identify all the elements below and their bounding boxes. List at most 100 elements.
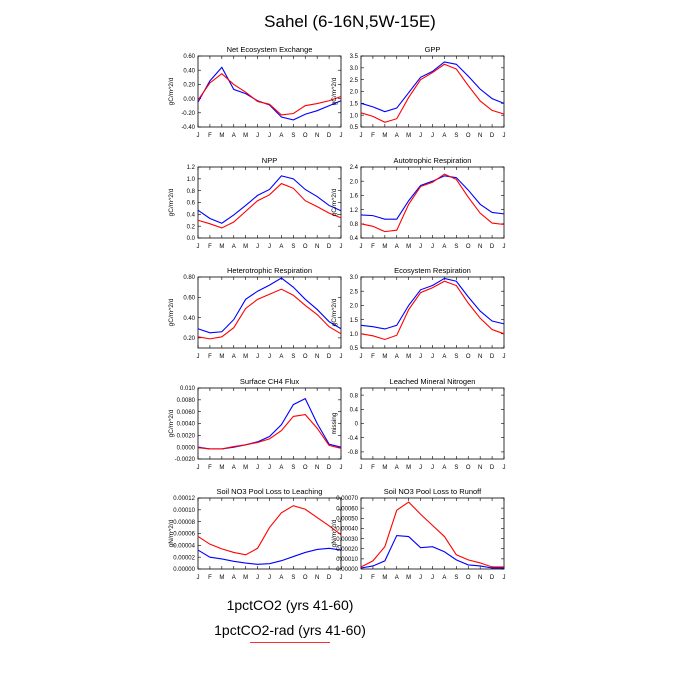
x-tick-label: M <box>406 575 411 581</box>
x-tick-label: D <box>327 575 332 581</box>
x-tick-label: M <box>382 244 387 250</box>
x-tick-label: S <box>291 354 295 360</box>
x-tick-label: M <box>219 465 224 471</box>
x-tick-label: M <box>243 133 248 139</box>
x-tick-label: D <box>490 133 495 139</box>
x-tick-label: A <box>442 575 446 581</box>
x-tick-label: J <box>340 244 343 250</box>
x-tick-label: O <box>466 575 471 581</box>
y-tick-label: -0.4 <box>348 436 359 442</box>
y-tick-label: 0.20 <box>183 83 195 89</box>
y-tick-label: 0.60 <box>183 54 195 60</box>
x-tick-label: F <box>371 133 375 139</box>
panel-title: GPP <box>425 45 441 54</box>
x-tick-label: A <box>279 133 283 139</box>
y-tick-label: 2.5 <box>350 78 359 84</box>
x-tick-label: J <box>360 133 363 139</box>
x-tick-label: F <box>371 465 375 471</box>
x-tick-label: S <box>454 354 458 360</box>
x-tick-label: J <box>360 465 363 471</box>
panel-3: NPP gC/m^2/d 0.0 0.2 0.4 0.6 0.8 1.0 1.2 J F M A M J J A… <box>168 156 343 250</box>
x-tick-label: J <box>256 244 259 250</box>
y-tick-label: 0.00040 <box>336 527 358 533</box>
x-tick-label: A <box>442 244 446 250</box>
y-axis-label: gN/m^2/d <box>168 519 175 547</box>
y-tick-label: 0.60 <box>183 295 195 301</box>
x-tick-label: O <box>303 244 308 250</box>
series-line-2 <box>360 280 505 341</box>
y-tick-label: 0.00 <box>183 97 195 103</box>
x-tick-label: F <box>371 354 375 360</box>
x-tick-label: J <box>431 354 434 360</box>
x-tick-label: N <box>315 354 319 360</box>
y-tick-label: 0.010 <box>180 386 196 392</box>
x-tick-label: N <box>478 465 482 471</box>
x-tick-label: J <box>503 133 506 139</box>
y-tick-label: 1.5 <box>350 318 359 324</box>
x-tick-label: O <box>466 465 471 471</box>
x-tick-label: J <box>419 354 422 360</box>
x-tick-label: J <box>256 133 259 139</box>
x-tick-label: S <box>454 133 458 139</box>
x-tick-label: A <box>442 133 446 139</box>
x-tick-label: J <box>197 354 200 360</box>
x-tick-label: S <box>291 465 295 471</box>
x-tick-label: J <box>340 354 343 360</box>
y-axis-label: gC/m^2/d <box>331 188 338 216</box>
x-tick-label: J <box>503 575 506 581</box>
x-tick-label: O <box>303 575 308 581</box>
panel-9: Soil NO3 Pool Loss to LeachinggN/m^2/d0.… <box>168 487 343 581</box>
y-axis-label: gC/m^2/d <box>168 188 175 216</box>
y-tick-label: 0.8 <box>350 393 359 399</box>
y-tick-label: 1.6 <box>350 194 359 200</box>
y-tick-label: -0.20 <box>181 111 195 117</box>
x-tick-label: J <box>340 575 343 581</box>
panel-title: Soil NO3 Pool Loss to Runoff <box>384 487 482 496</box>
x-tick-label: F <box>208 575 212 581</box>
x-tick-label: M <box>406 244 411 250</box>
series-line-1 <box>197 277 342 334</box>
y-tick-label: 2.0 <box>350 304 359 310</box>
y-tick-label: 0.4 <box>350 236 359 242</box>
panel-7: Surface CH4 Flux gC/m^2/d -0.0020 0.0000 0.0… <box>168 377 343 471</box>
x-tick-label: S <box>454 244 458 250</box>
x-tick-label: D <box>327 244 332 250</box>
y-tick-label: 0.40 <box>183 68 195 74</box>
y-tick-label: 1.2 <box>187 165 196 171</box>
x-tick-label: A <box>395 354 399 360</box>
panel-title: NPP <box>262 156 277 165</box>
series-line-2 <box>197 288 342 340</box>
x-tick-label: J <box>197 465 200 471</box>
x-tick-label: N <box>315 244 319 250</box>
x-tick-label: J <box>268 354 271 360</box>
y-axis-label: gC/m^2/d <box>331 298 338 326</box>
y-axis-label: gC/m^2/d <box>168 298 175 326</box>
series-line-2 <box>197 414 342 450</box>
x-tick-label: D <box>490 244 495 250</box>
y-tick-label: 0.00000 <box>336 567 358 573</box>
panel-4: Autotrophic Respiration gC/m^2/d 0.4 0.8 1.2… <box>331 156 506 250</box>
x-tick-label: M <box>406 133 411 139</box>
y-tick-label: 0.2 <box>187 224 196 230</box>
y-tick-label: 0.00050 <box>336 516 358 522</box>
x-tick-label: M <box>219 244 224 250</box>
y-tick-label: 1.0 <box>350 113 359 119</box>
x-tick-label: M <box>219 575 224 581</box>
y-tick-label: 0.00008 <box>173 520 195 526</box>
x-tick-label: M <box>243 465 248 471</box>
x-tick-label: O <box>466 354 471 360</box>
x-tick-label: M <box>243 354 248 360</box>
x-tick-label: J <box>256 575 259 581</box>
y-axis-label: gC/m^2/d <box>168 409 175 437</box>
x-tick-label: M <box>406 354 411 360</box>
panel-1: Net Ecosystem Exchange gC/m^2/d -0.40 -0.20… <box>168 45 343 139</box>
y-tick-label: 0.6 <box>187 201 196 207</box>
x-tick-label: J <box>419 575 422 581</box>
y-tick-label: -0.40 <box>181 125 195 131</box>
y-tick-label: 0.0040 <box>177 422 196 428</box>
x-tick-label: O <box>303 133 308 139</box>
x-tick-label: J <box>431 465 434 471</box>
x-tick-label: J <box>360 575 363 581</box>
x-tick-label: A <box>279 575 283 581</box>
series-line-2 <box>360 501 504 568</box>
